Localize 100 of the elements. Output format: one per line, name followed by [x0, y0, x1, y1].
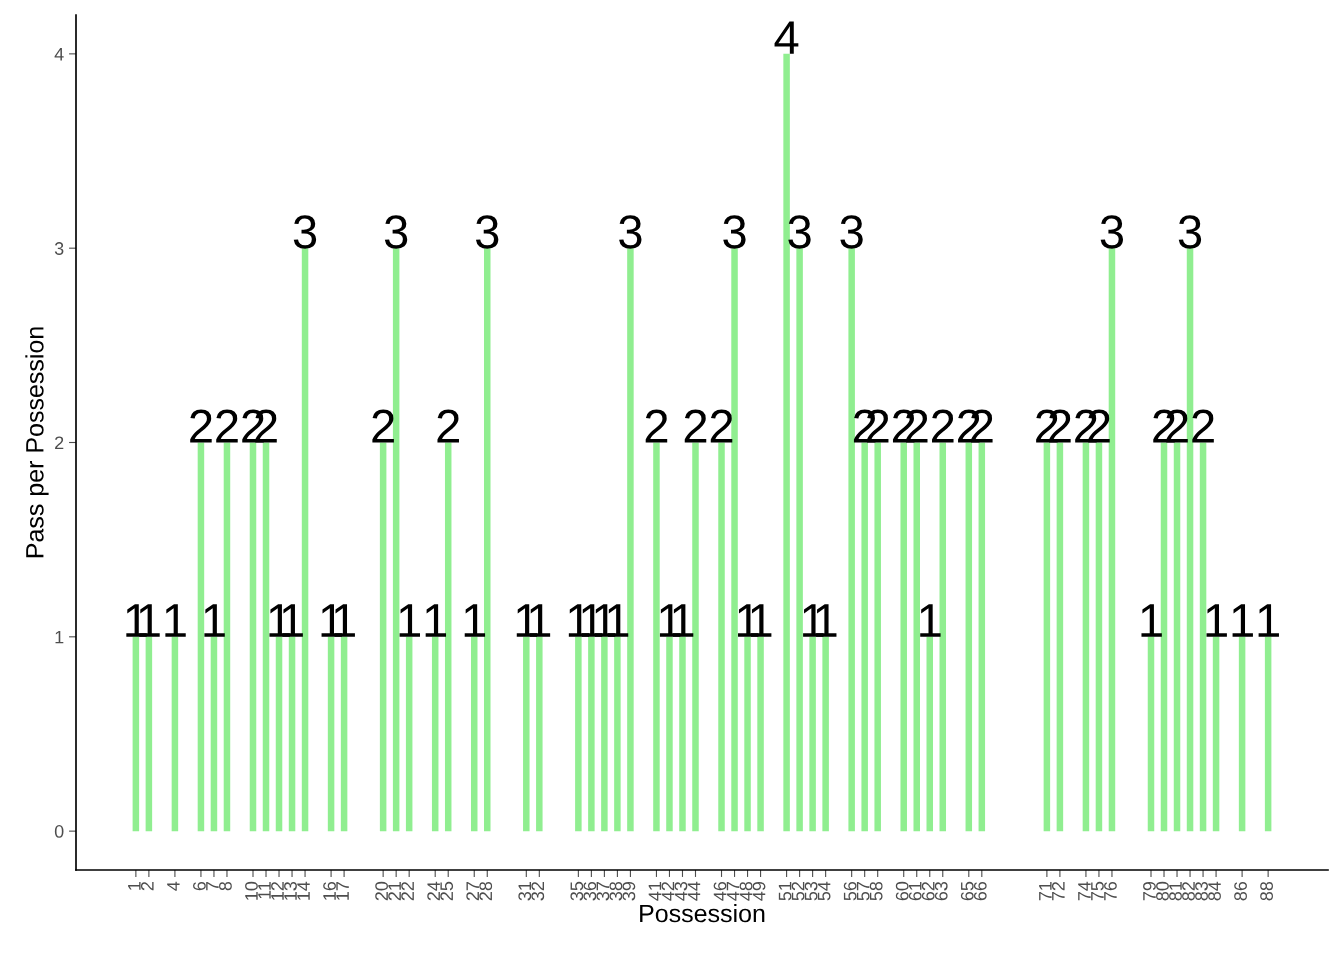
- bar: [718, 442, 725, 832]
- x-tick-label: 24: [427, 881, 440, 901]
- y-tick-label: 1: [55, 630, 64, 644]
- x-tick-label: 12: [271, 882, 284, 900]
- bar: [978, 442, 986, 832]
- data-label: 1: [920, 604, 941, 637]
- data-label: 1: [425, 604, 447, 637]
- x-tick-label: 58: [869, 881, 883, 901]
- bar: [1264, 636, 1272, 832]
- data-label: 1: [1232, 604, 1253, 637]
- x-tick-label: 82: [1182, 882, 1195, 901]
- x-tick-label: 80: [1156, 881, 1169, 901]
- bar: [262, 442, 270, 832]
- bar: [679, 636, 686, 832]
- data-label: 1: [165, 604, 186, 637]
- x-tick-label: 86: [1234, 881, 1247, 901]
- x-tick-label: 10: [245, 881, 258, 900]
- y-tick-label: 2: [55, 436, 64, 450]
- bar: [288, 636, 296, 832]
- y-axis-title: Pass per Possession: [25, 327, 49, 558]
- bar: [874, 442, 881, 832]
- bar: [1186, 248, 1194, 832]
- x-tick-label: 14: [297, 881, 310, 900]
- bar: [1238, 636, 1246, 832]
- bar: [197, 442, 205, 832]
- bar: [536, 636, 543, 832]
- bar: [575, 636, 582, 832]
- x-tick-label: 20: [375, 881, 388, 901]
- x-tick-label: 84: [1208, 881, 1221, 901]
- y-tick-label: 0: [54, 825, 64, 838]
- bar: [1160, 442, 1168, 832]
- data-label: 3: [1100, 215, 1124, 249]
- data-label: 4: [774, 21, 799, 54]
- x-tick-label: 17: [336, 882, 349, 900]
- x-tick-label: 46: [713, 881, 727, 901]
- bar: [1199, 442, 1207, 832]
- x-tick-label: 37: [596, 882, 610, 901]
- x-tick-label: 16: [323, 881, 336, 900]
- bar: [1108, 248, 1116, 832]
- x-axis-title: Possession: [640, 903, 765, 923]
- data-label: 2: [710, 409, 733, 443]
- x-tick-label: 22: [401, 882, 414, 901]
- x-tick-label: 81: [1169, 881, 1182, 901]
- x-tick-label: 6: [193, 881, 206, 891]
- x-tick-label: 11: [258, 881, 271, 899]
- y-tick-label: 3: [54, 242, 64, 255]
- data-label: 3: [788, 215, 811, 249]
- x-tick-label: 8: [219, 881, 232, 891]
- data-label: 3: [840, 215, 863, 249]
- bar: [1095, 442, 1103, 832]
- bar: [327, 636, 335, 832]
- x-tick-label: 44: [687, 881, 701, 901]
- bar: [484, 248, 491, 832]
- bar: [171, 636, 179, 832]
- bar: [822, 636, 829, 832]
- data-label: 1: [399, 604, 420, 637]
- x-tick-label: 66: [973, 881, 987, 901]
- data-label: 2: [437, 409, 459, 443]
- bar: [692, 442, 699, 832]
- bar: [913, 442, 920, 832]
- data-label: 2: [190, 409, 212, 443]
- bar: [431, 636, 439, 832]
- x-tick-label: 35: [570, 881, 584, 901]
- data-label: 1: [204, 604, 225, 637]
- x-tick-label: 21: [388, 881, 401, 901]
- bar: [796, 248, 803, 832]
- bar: [809, 636, 816, 832]
- bar: [666, 636, 673, 832]
- x-tick-label: 76: [1104, 881, 1117, 901]
- bar: [379, 442, 387, 832]
- data-label: 2: [684, 409, 707, 443]
- x-tick-label: 27: [466, 882, 479, 901]
- bar: [939, 442, 947, 832]
- bar: [1173, 442, 1181, 832]
- x-tick-label: 49: [752, 881, 766, 901]
- bar: [757, 636, 764, 832]
- data-label: 1: [1258, 604, 1279, 637]
- x-tick-label: 7: [206, 882, 219, 891]
- bar: [848, 248, 855, 832]
- data-label: 2: [1192, 409, 1214, 443]
- data-label: 3: [1178, 215, 1202, 249]
- data-label: 3: [475, 215, 499, 249]
- bar: [392, 248, 400, 832]
- data-label: 1: [1141, 604, 1162, 637]
- x-tick-label: 31: [518, 881, 532, 901]
- bar: [132, 636, 140, 832]
- x-tick-label: 38: [609, 881, 623, 901]
- bar: [627, 248, 634, 832]
- x-tick-label: 51: [778, 881, 792, 901]
- bar: [275, 636, 283, 832]
- x-tick-label: 43: [674, 881, 688, 901]
- x-tick-label: 75: [1091, 881, 1104, 901]
- bar: [249, 442, 257, 832]
- data-label: 2: [932, 409, 954, 443]
- x-tick-label: 39: [622, 881, 636, 901]
- bar: [744, 636, 751, 832]
- bar: [965, 442, 973, 832]
- data-label: 3: [293, 215, 317, 249]
- x-tick-label: 56: [843, 881, 857, 901]
- x-tick-label: 74: [1078, 881, 1091, 901]
